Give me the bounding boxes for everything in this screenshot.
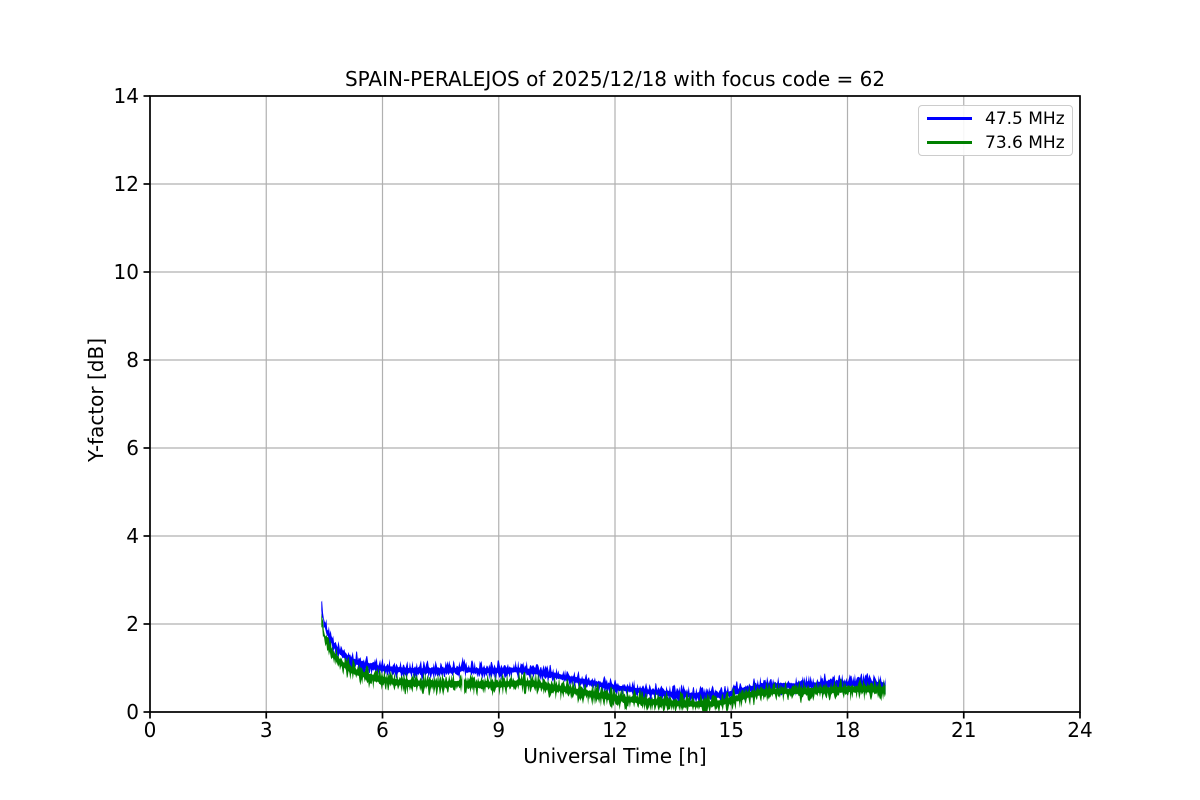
x-tick-label: 9 [492,718,505,742]
x-tick-label: 21 [951,718,976,742]
legend-label: 47.5 MHz [985,108,1065,129]
y-tick-label: 2 [126,612,139,636]
series-band-73-6-mhz [321,613,886,712]
x-tick-label: 15 [719,718,744,742]
chart-title: SPAIN-PERALEJOS of 2025/12/18 with focus… [344,67,886,91]
y-tick-label: 4 [126,524,139,548]
legend-entry-73-6-mhz: 73.6 MHz [927,132,1065,153]
series-band-47-5-mhz [321,600,886,706]
x-tick-label: 12 [602,718,627,742]
legend-line-sample-blue [927,117,972,120]
x-tick-label: 18 [835,718,860,742]
x-tick-label: 24 [1067,718,1092,742]
y-tick-label: 0 [126,700,139,724]
legend-label: 73.6 MHz [985,132,1065,153]
x-tick-label: 0 [144,718,157,742]
x-tick-label: 3 [260,718,273,742]
y-tick-label: 10 [114,260,139,284]
legend-line-sample-green [927,141,972,144]
y-tick-label: 6 [126,436,139,460]
legend: 47.5 MHz 73.6 MHz [918,105,1073,156]
y-tick-label: 14 [114,84,139,108]
legend-entry-47-5-mhz: 47.5 MHz [927,108,1065,129]
x-tick-label: 6 [376,718,389,742]
y-axis-label: Y-factor [dB] [84,337,108,463]
y-tick-label: 12 [114,172,139,196]
y-tick-label: 8 [126,348,139,372]
x-axis-label: Universal Time [h] [523,744,707,768]
